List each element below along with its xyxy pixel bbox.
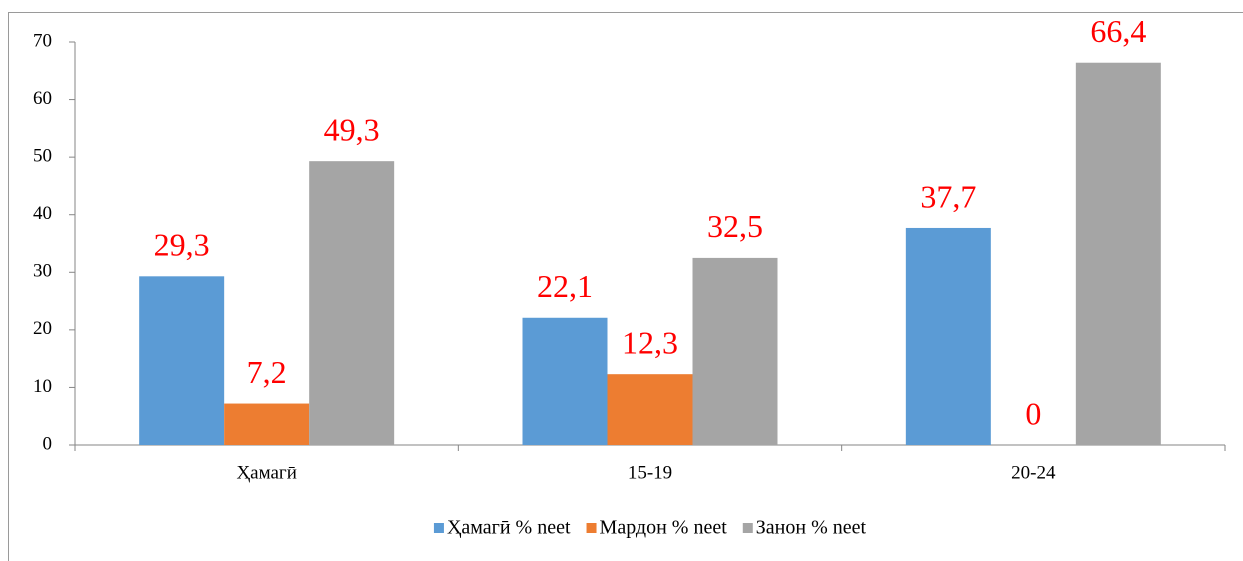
- data-label: 29,3: [154, 227, 210, 263]
- data-label: 49,3: [324, 112, 380, 148]
- y-tick-label: 0: [43, 433, 53, 454]
- data-label: 7,2: [247, 354, 287, 390]
- y-tick-label: 70: [33, 30, 52, 51]
- chart-frame: [8, 12, 1243, 561]
- legend-label: Мардон % neet: [600, 517, 728, 539]
- legend-swatch: [586, 523, 597, 533]
- bar: [692, 257, 778, 445]
- bar: [607, 374, 693, 445]
- bar: [522, 317, 608, 445]
- legend-label: Занон % neet: [756, 517, 867, 539]
- x-tick-label: 15-19: [628, 462, 672, 483]
- y-tick-label: 10: [33, 376, 52, 397]
- y-tick-label: 50: [33, 146, 52, 167]
- legend-swatch: [742, 523, 753, 533]
- legend-swatch: [433, 523, 444, 533]
- y-tick-label: 20: [33, 318, 52, 339]
- bar: [1075, 62, 1161, 446]
- data-label: 32,5: [707, 208, 763, 244]
- y-tick-label: 60: [33, 88, 52, 109]
- bar: [905, 227, 991, 445]
- bar: [224, 403, 310, 445]
- y-tick-label: 40: [33, 203, 52, 224]
- data-label: 37,7: [920, 178, 976, 214]
- data-label: 66,4: [1090, 13, 1146, 49]
- x-tick-label: 20-24: [1011, 462, 1056, 483]
- bar: [309, 161, 395, 445]
- y-tick-label: 30: [33, 261, 52, 282]
- data-label: 22,1: [537, 268, 593, 304]
- bar: [139, 276, 225, 445]
- legend-label: Ҳамагӣ % neet: [447, 517, 571, 539]
- x-tick-label: Ҳамагӣ: [236, 462, 296, 483]
- data-label: 0: [1025, 395, 1041, 431]
- data-label: 12,3: [622, 325, 678, 361]
